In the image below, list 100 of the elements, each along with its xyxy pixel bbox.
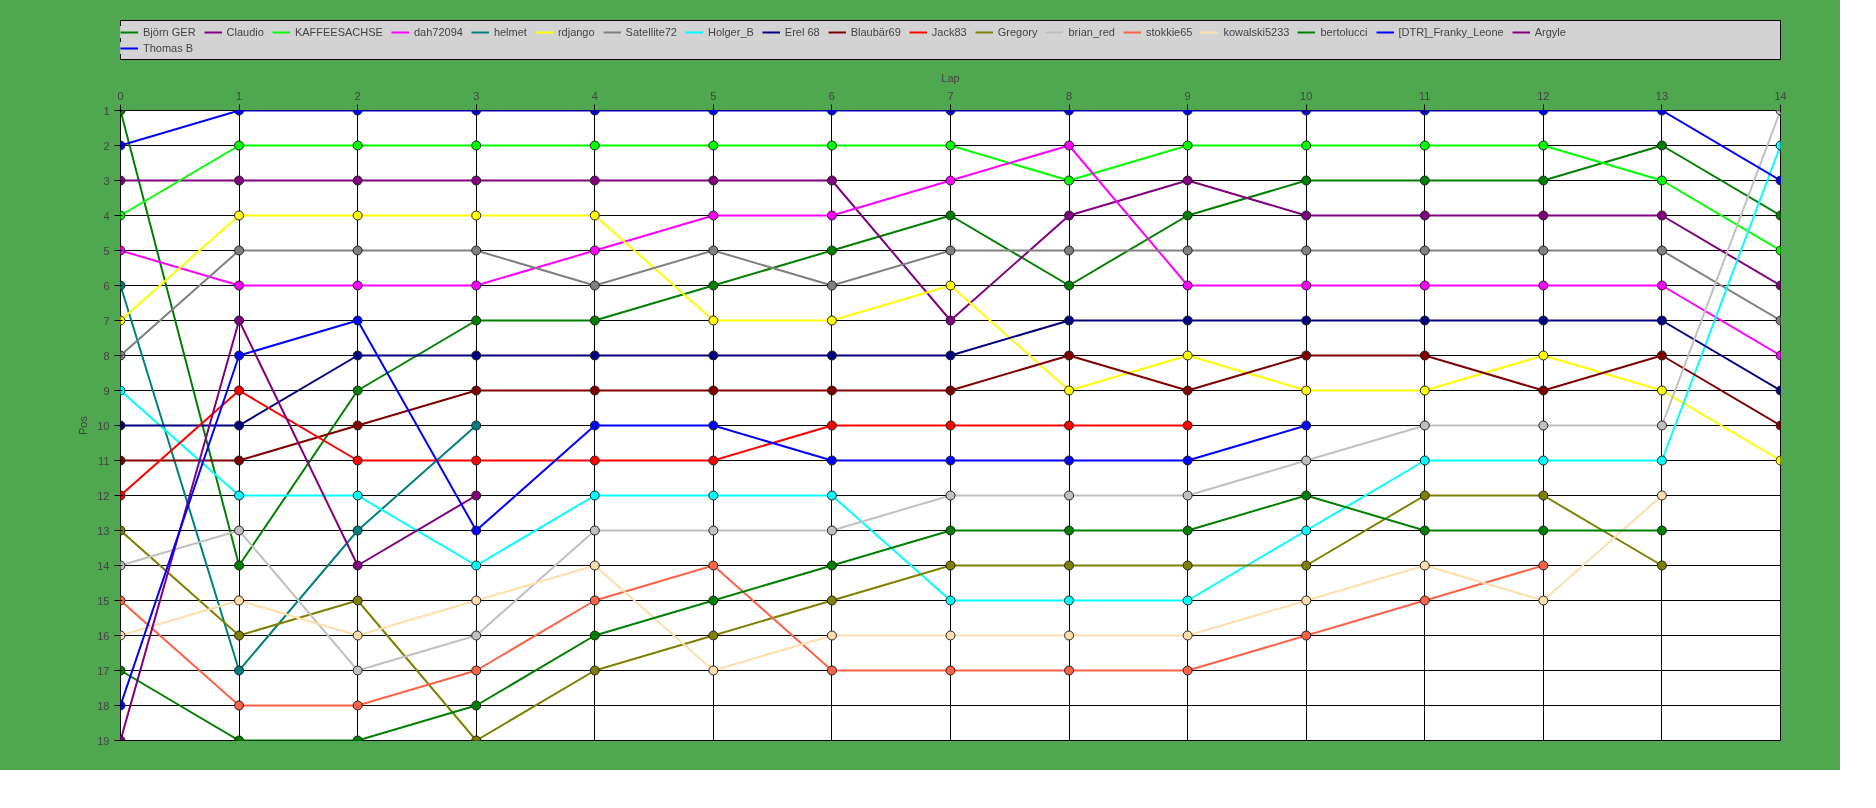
point: [352, 350, 363, 361]
y-tick-label: 3: [103, 174, 110, 187]
point: [1301, 420, 1312, 431]
point: [234, 490, 245, 501]
point: [1182, 245, 1193, 256]
point: [471, 315, 482, 326]
point: [471, 595, 482, 606]
x-tick-label: 3: [473, 89, 480, 102]
point: [234, 385, 245, 396]
x-tick-label: 12: [1537, 89, 1550, 102]
point: [471, 140, 482, 151]
point: [1064, 315, 1075, 326]
point: [1064, 665, 1075, 676]
point: [708, 280, 719, 291]
point: [589, 210, 600, 221]
point: [1064, 385, 1075, 396]
point: [1538, 245, 1549, 256]
point: [708, 210, 719, 221]
point: [1301, 595, 1312, 606]
point: [826, 175, 837, 186]
point: [1182, 280, 1193, 291]
point: [826, 630, 837, 641]
legend-label: Jack83: [931, 26, 967, 38]
point: [945, 350, 956, 361]
point: [945, 455, 956, 466]
point: [826, 490, 837, 501]
point: [1538, 280, 1549, 291]
y-tick-label: 17: [97, 664, 110, 677]
point: [1182, 315, 1193, 326]
point: [471, 385, 482, 396]
point: [1182, 595, 1193, 606]
point: [352, 525, 363, 536]
point: [826, 665, 837, 676]
legend-label: rdjango: [557, 26, 595, 38]
point: [1064, 630, 1075, 641]
point: [1182, 490, 1193, 501]
point: [1182, 210, 1193, 221]
point: [1301, 630, 1312, 641]
point: [1419, 210, 1430, 221]
point: [1301, 560, 1312, 571]
point: [708, 245, 719, 256]
point: [471, 175, 482, 186]
point: [1182, 630, 1193, 641]
x-tick-label: 14: [1774, 89, 1787, 102]
point: [1301, 210, 1312, 221]
y-tick-label: 9: [103, 384, 110, 397]
point: [589, 350, 600, 361]
point: [1301, 350, 1312, 361]
point: [945, 315, 956, 326]
point: [471, 560, 482, 571]
y-tick-label: 10: [97, 419, 110, 432]
point: [826, 595, 837, 606]
point: [708, 420, 719, 431]
point: [826, 210, 837, 221]
point: [1419, 385, 1430, 396]
point: [589, 280, 600, 291]
point: [945, 560, 956, 571]
point: [589, 175, 600, 186]
y-tick-label: 12: [97, 489, 110, 502]
point: [1301, 525, 1312, 536]
point: [1301, 245, 1312, 256]
point: [1182, 560, 1193, 571]
point: [471, 455, 482, 466]
point: [234, 560, 245, 571]
point: [1538, 315, 1549, 326]
point: [1538, 420, 1549, 431]
point: [826, 385, 837, 396]
point: [234, 455, 245, 466]
y-tick-label: 18: [97, 699, 110, 712]
point: [352, 700, 363, 711]
point: [1182, 455, 1193, 466]
point: [826, 560, 837, 571]
y-axis-title: Pos: [77, 415, 90, 435]
x-tick-label: 10: [1300, 89, 1313, 102]
point: [1538, 385, 1549, 396]
point: [352, 315, 363, 326]
y-tick-label: 14: [97, 559, 110, 572]
x-axis-title: Lap: [941, 71, 960, 84]
point: [471, 700, 482, 711]
point: [1538, 490, 1549, 501]
point: [589, 665, 600, 676]
legend-label: Holger_B: [707, 26, 754, 38]
x-tick-label: 5: [710, 89, 717, 102]
point: [1301, 455, 1312, 466]
y-tick-label: 6: [103, 279, 110, 292]
point: [1064, 245, 1075, 256]
point: [1656, 210, 1667, 221]
x-tick-label: 9: [1184, 89, 1191, 102]
point: [708, 175, 719, 186]
point: [1064, 420, 1075, 431]
legend-label: KAFFEESACHSE: [294, 26, 383, 38]
point: [589, 490, 600, 501]
point: [1064, 175, 1075, 186]
point: [589, 245, 600, 256]
point: [708, 490, 719, 501]
point: [945, 210, 956, 221]
point: [352, 420, 363, 431]
point: [826, 140, 837, 151]
y-tick-label: 4: [103, 209, 110, 222]
point: [589, 560, 600, 571]
